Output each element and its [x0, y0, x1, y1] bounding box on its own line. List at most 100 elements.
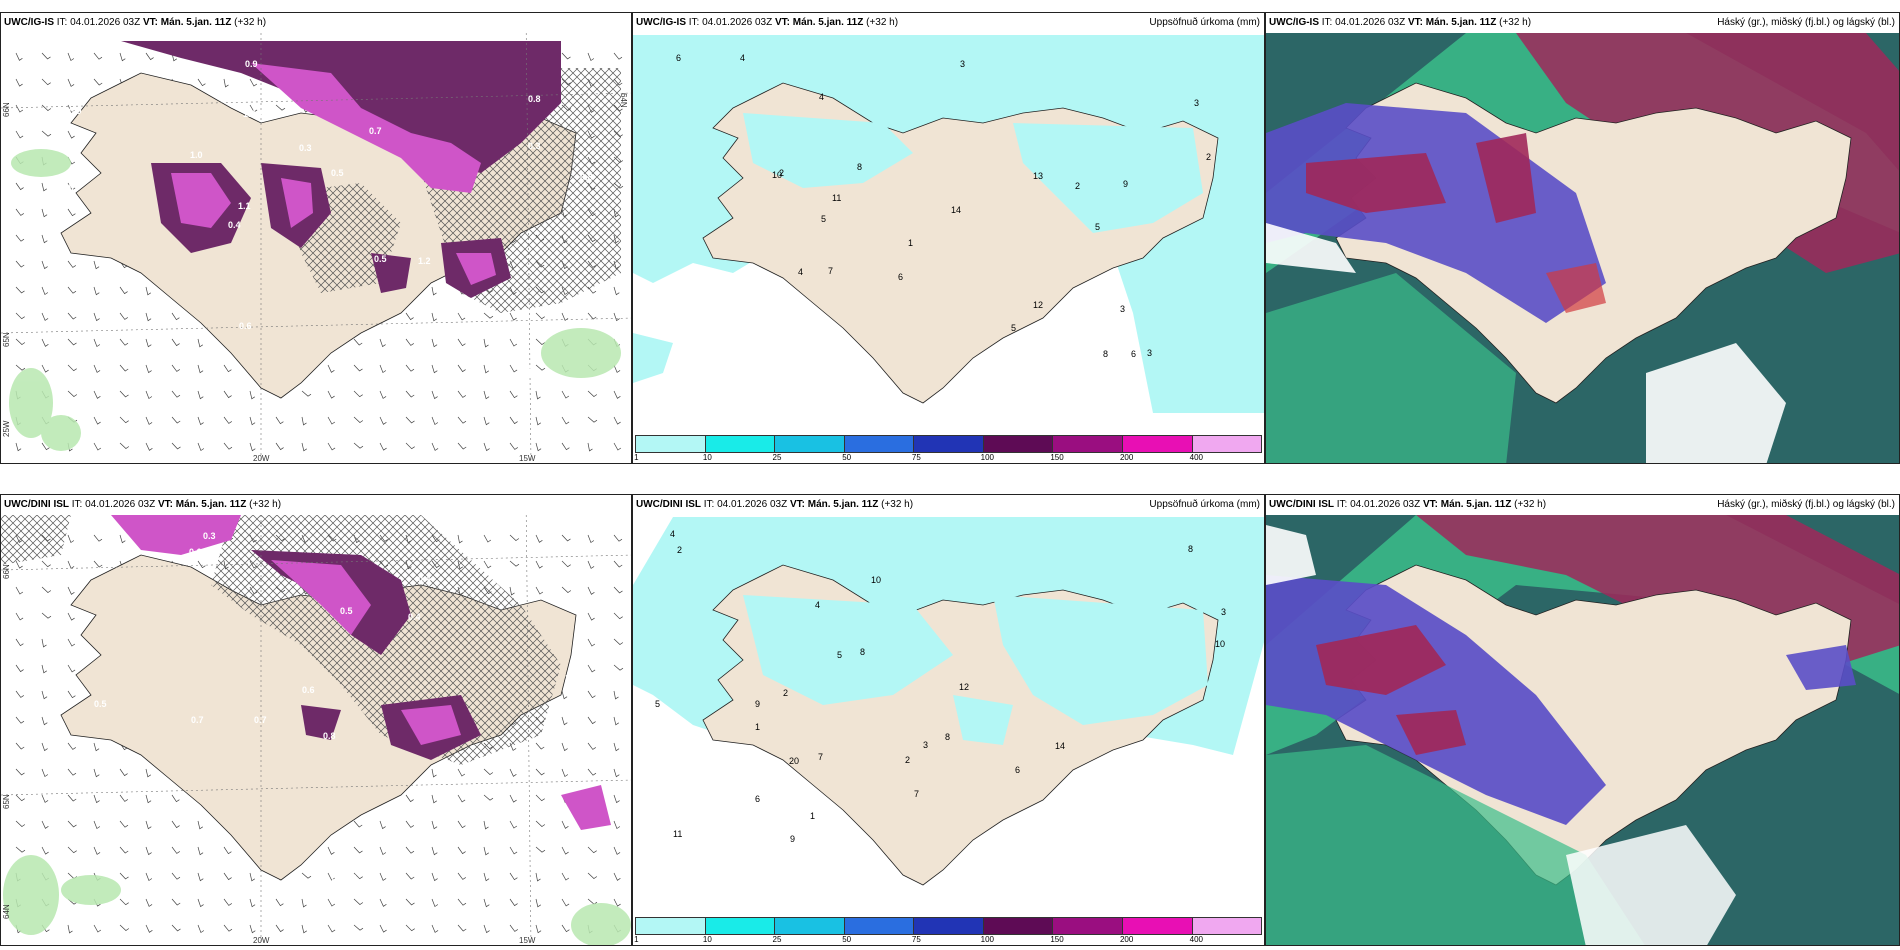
- value-label: 8: [857, 162, 862, 172]
- value-label: 0.4: [228, 220, 241, 230]
- value-labels: 1 10 4 5 3 4 6 5 7 2 9 3 6 8 11 12 14 2 3 8 6 2 5 4 3 13: [676, 53, 1211, 359]
- wind-barb: [457, 312, 466, 321]
- wind-barb: [535, 794, 545, 802]
- wind-barb: [67, 664, 76, 673]
- wind-barb: [587, 52, 595, 62]
- value-label: 0.3: [203, 531, 216, 541]
- wind-barb: [15, 442, 22, 452]
- hatched-area: [1, 515, 71, 565]
- clear-area: [1566, 825, 1736, 945]
- wind-barb: [275, 442, 284, 451]
- wind-barb: [249, 416, 256, 426]
- wind-barb: [197, 416, 204, 426]
- wind-barb: [301, 442, 307, 452]
- wind-barb: [561, 924, 570, 933]
- value-label: 5: [821, 214, 826, 224]
- colorbar-tick-label: 25: [772, 935, 782, 944]
- wind-barb: [41, 338, 49, 347]
- wind-barb: [509, 586, 515, 596]
- value-label: 4: [740, 53, 745, 63]
- value-label: 5: [837, 650, 842, 660]
- wind-barb: [431, 794, 437, 804]
- wind-barb: [587, 846, 597, 854]
- lead-time: (+32 h): [866, 17, 899, 28]
- precip-on-land: [743, 113, 1203, 233]
- wind-barb: [431, 338, 438, 348]
- value-label: 7: [914, 789, 919, 799]
- colorbar-tick-label: 50: [842, 453, 852, 462]
- wind-barb: [119, 312, 128, 320]
- wind-barb: [561, 690, 568, 700]
- wind-barb: [119, 52, 126, 62]
- wind-barb: [119, 872, 129, 880]
- wind-barb: [223, 846, 232, 855]
- value-label: 0.4: [519, 367, 532, 377]
- cloud-low: [1316, 625, 1446, 695]
- value-label: 3: [923, 740, 928, 750]
- wind-barb: [197, 390, 204, 400]
- colorbar-swatch: [1122, 918, 1193, 934]
- wind-barb: [613, 286, 620, 296]
- wind-barb: [457, 364, 466, 373]
- wind-barb: [171, 846, 180, 854]
- value-label: 6: [1131, 349, 1136, 359]
- wind-barb: [171, 312, 180, 321]
- field-label: Uppsöfnuð úrkoma (mm): [1149, 499, 1260, 510]
- lead-time: (+32 h): [1514, 499, 1547, 510]
- wind-barb: [197, 872, 204, 882]
- wind-barb: [353, 364, 363, 372]
- clear-area: [1266, 223, 1356, 273]
- wind-barb: [587, 534, 595, 544]
- model-name: UWC/DINI ISL: [4, 499, 69, 510]
- colorbar-swatches: [635, 917, 1262, 935]
- wind-barb: [353, 872, 363, 880]
- wind-barb: [457, 924, 467, 932]
- wind-barb: [223, 872, 232, 881]
- wind-barb: [15, 690, 24, 698]
- wind-barb: [587, 664, 596, 673]
- wind-barb: [41, 442, 50, 451]
- wind-barb: [171, 872, 181, 880]
- value-label: 0.4: [408, 612, 421, 622]
- wind-barb: [613, 612, 623, 620]
- wind-barb: [561, 872, 570, 881]
- wind-barb: [613, 794, 620, 804]
- wind-barb: [613, 872, 621, 881]
- wind-barb: [431, 286, 437, 296]
- wind-barb: [171, 898, 181, 906]
- wind-barb: [93, 924, 102, 933]
- wind-barb: [41, 742, 48, 752]
- colorbar-swatch: [636, 436, 706, 452]
- field-label: Háský (gr.), miðský (fj.bl.) og lágský (…: [1717, 17, 1895, 28]
- wind-barb: [561, 768, 569, 778]
- wind-barb: [145, 442, 153, 451]
- colorbar-tick-label: 75: [911, 935, 921, 944]
- wind-barb: [145, 820, 152, 830]
- wind-barb: [483, 768, 494, 775]
- wind-barb: [483, 794, 494, 801]
- wind-barb: [483, 364, 489, 374]
- clear-area: [1646, 343, 1786, 463]
- lon-label-15w: 15W: [519, 936, 536, 945]
- wind-barb: [67, 104, 75, 113]
- wind-barb: [457, 416, 467, 424]
- value-label: 0.5: [331, 168, 344, 178]
- init-time: IT: 04.01.2026 03Z: [56, 17, 141, 28]
- wind-barb: [41, 820, 49, 829]
- wind-barb: [119, 286, 128, 295]
- value-label: 0.3: [51, 584, 64, 594]
- lat-label: 66N: [2, 102, 11, 117]
- panel-header: UWC/IG-IS IT: 04.01.2026 03Z VT: Mán. 5.…: [1266, 13, 1899, 33]
- lead-time: (+32 h): [234, 17, 267, 28]
- value-label: 9: [790, 834, 795, 844]
- wind-barb: [171, 390, 181, 398]
- wind-barb: [587, 638, 596, 647]
- wind-barb: [431, 416, 439, 426]
- wind-barb: [587, 390, 598, 397]
- wind-barb: [587, 742, 596, 750]
- wind-barb: [353, 898, 364, 905]
- value-label: 8: [945, 732, 950, 742]
- value-label: 0.9: [69, 106, 82, 116]
- value-label: 0.6: [38, 352, 51, 362]
- wind-barb: [353, 820, 363, 828]
